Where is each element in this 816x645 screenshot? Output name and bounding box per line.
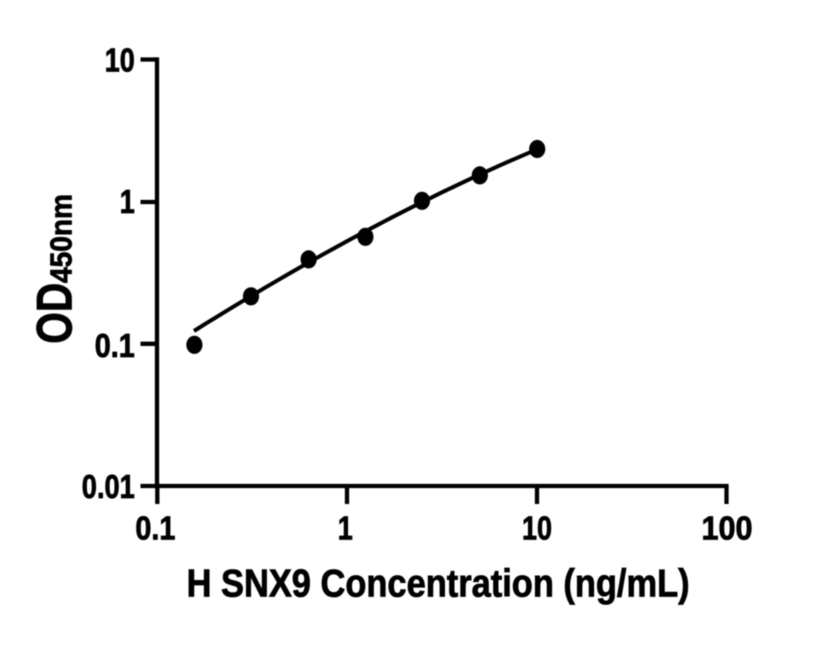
svg-text:100: 100 (702, 510, 753, 547)
svg-text:1: 1 (338, 510, 353, 547)
svg-text:0.1: 0.1 (95, 327, 135, 364)
svg-text:1: 1 (120, 183, 135, 220)
svg-text:0.01: 0.01 (82, 468, 135, 505)
svg-text:H SNX9 Concentration (ng/mL): H SNX9 Concentration (ng/mL) (187, 563, 690, 606)
svg-text:450nm: 450nm (44, 194, 79, 283)
svg-text:OD: OD (26, 283, 82, 344)
svg-text:10: 10 (105, 42, 135, 79)
svg-text:0.1: 0.1 (135, 510, 175, 547)
svg-text:10: 10 (522, 510, 552, 547)
